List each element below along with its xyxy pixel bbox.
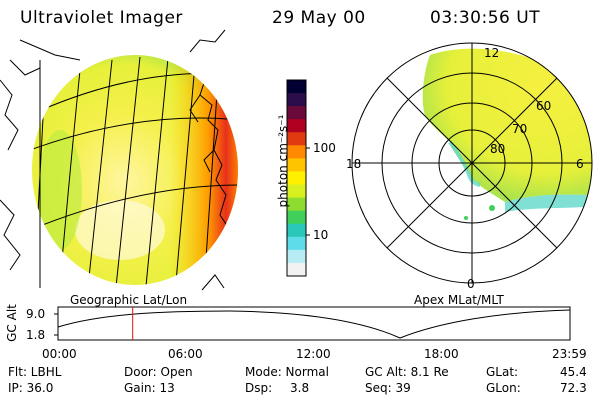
colorbar-swatch: [287, 80, 306, 94]
seq-status: Seq: 39: [365, 381, 411, 395]
colorbar-swatch: [287, 249, 306, 264]
filter-status: Flt: LBHL: [8, 365, 62, 379]
colorbar-swatch: [287, 197, 306, 212]
geographic-image: [0, 29, 238, 291]
colorbar-swatch: [287, 184, 306, 199]
colorbar-swatch: [287, 119, 306, 133]
altitude-xtick-1800: 18:00: [424, 347, 459, 361]
altitude-xtick-1200: 12:00: [296, 347, 331, 361]
dsp-value: 3.8: [290, 381, 310, 395]
glat-value: 45.4: [560, 365, 587, 379]
altitude-xtick-2359: 23:59: [552, 347, 587, 361]
colorbar-swatch: [287, 93, 306, 107]
mode-status: Mode: Normal: [245, 365, 329, 379]
altitude-curve: [57, 309, 571, 339]
mlt-label-6: 6: [576, 157, 584, 171]
altitude-ytick-1-8: 1.8: [26, 328, 46, 342]
colorbar-swatch: [287, 171, 306, 186]
mlt-label-0: 0: [467, 277, 475, 291]
altitude-frame: [57, 306, 571, 341]
mlt-label-12: 12: [484, 46, 499, 60]
left-panel-caption: Geographic Lat/Lon: [70, 293, 188, 307]
auroral-oval: [422, 48, 592, 202]
dsp-label: Dsp:: [245, 381, 273, 395]
colorbar-frame: [286, 79, 307, 277]
colorbar-unit-label: photon cm⁻²s⁻¹: [276, 114, 290, 208]
time-label: 03:30:56 UT: [430, 8, 541, 28]
colorbar-swatch: [287, 223, 306, 238]
mlat-label-70: 70: [512, 122, 527, 136]
ip-status: IP: 36.0: [8, 381, 54, 395]
gc-alt-status: GC Alt: 8.1 Re: [365, 365, 449, 379]
altitude-ylabel: GC Alt: [5, 304, 19, 342]
colorbar-tick-label-100: 100: [313, 141, 336, 155]
colorbar-tick-label-10: 10: [313, 228, 329, 242]
coastline-outside: [0, 29, 226, 291]
colorbar-swatch: [287, 210, 306, 225]
mlt-label-18: 18: [346, 157, 361, 171]
mlat-label-80: 80: [490, 142, 505, 156]
altitude-ytick-9: 9.0: [26, 307, 46, 321]
colorbar: [286, 79, 310, 277]
altitude-plot: [54, 306, 571, 341]
polar-plot: 12 18 6 0 60 70 80: [346, 42, 593, 291]
colorbar-swatch: [287, 145, 306, 159]
colorbar-swatch: [287, 262, 306, 277]
altitude-xtick-0000: 00:00: [42, 347, 77, 361]
instrument-title: Ultraviolet Imager: [20, 8, 183, 28]
altitude-xtick-0600: 06:00: [168, 347, 203, 361]
colorbar-swatch: [287, 132, 306, 146]
right-panel-caption: Apex MLat/MLT: [414, 293, 504, 307]
date-label: 29 May 00: [272, 8, 366, 28]
glon-value: 72.3: [560, 381, 587, 395]
colorbar-swatch: [287, 236, 306, 251]
door-status: Door: Open: [124, 365, 193, 379]
mlat-label-60: 60: [536, 99, 551, 113]
glat-label: GLat:: [486, 365, 519, 379]
colorbar-swatch: [287, 106, 306, 120]
gain-status: Gain: 13: [124, 381, 175, 395]
dayside-limb: [170, 55, 238, 285]
colorbar-swatch: [287, 158, 306, 172]
polar-grid: [351, 42, 593, 284]
glon-label: GLon:: [486, 381, 521, 395]
